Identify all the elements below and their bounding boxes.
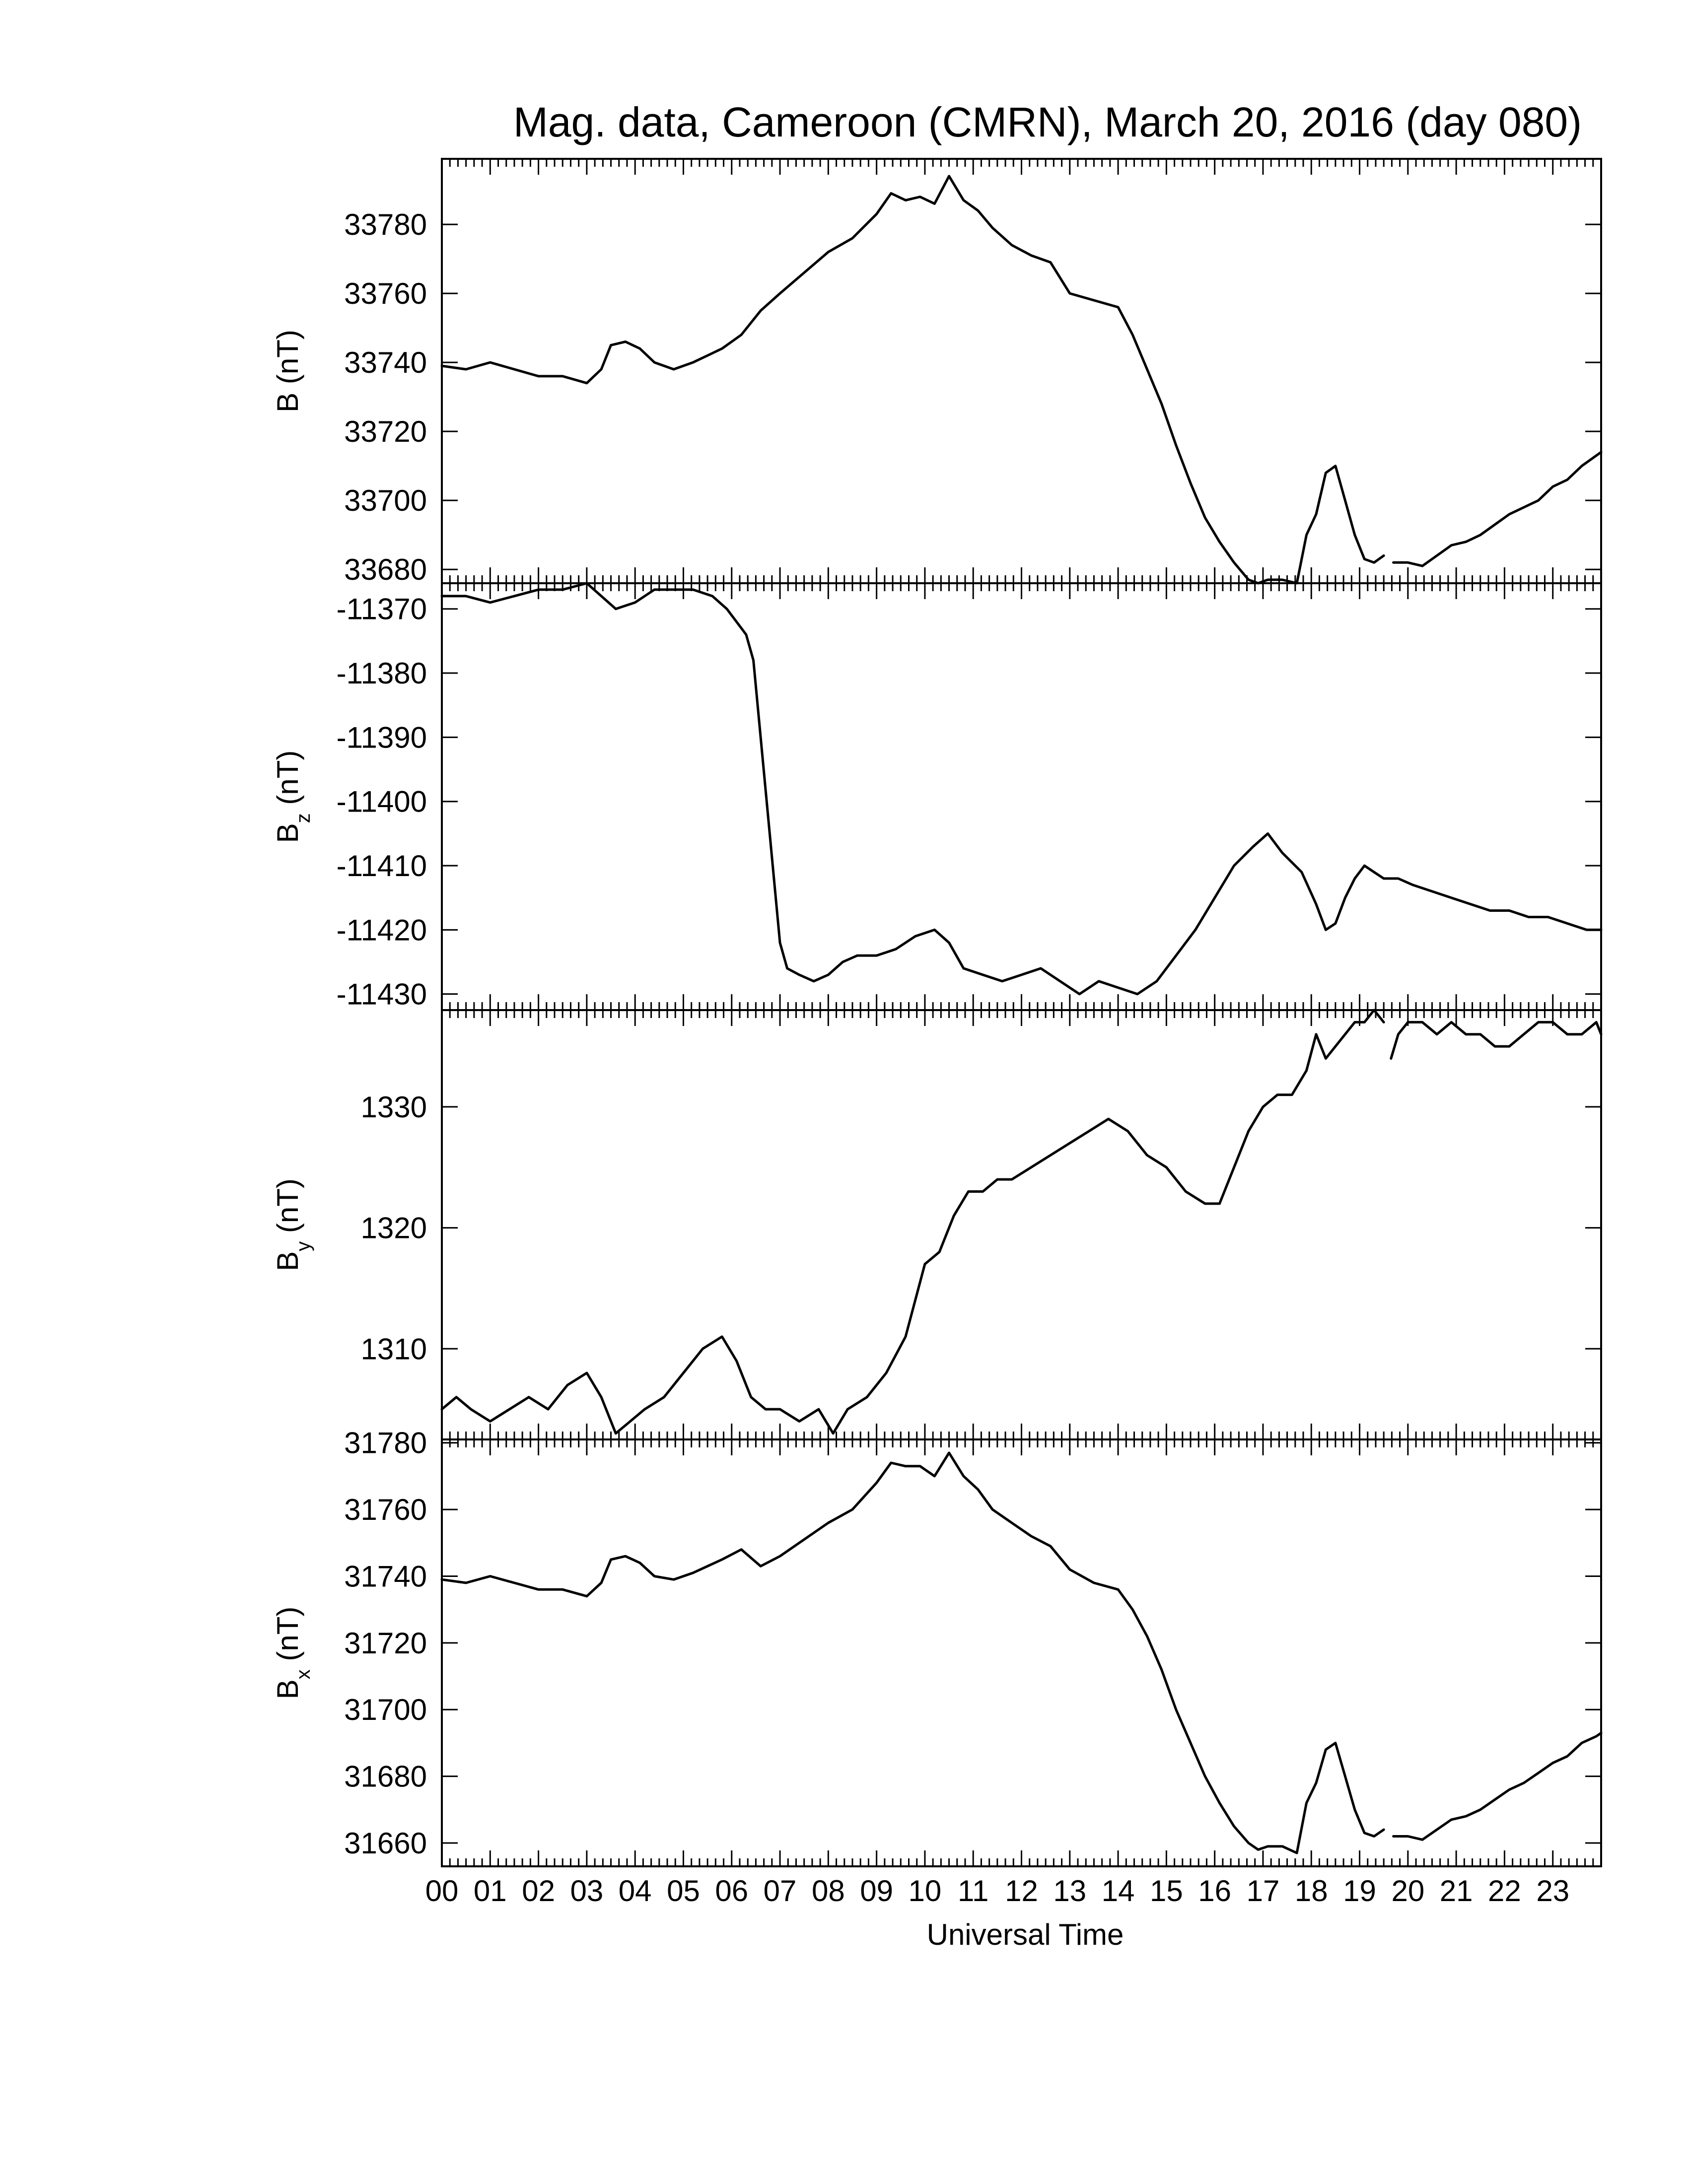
series-line-Bx-0 [440,1451,1385,1854]
x-tick-label: 02 [522,1874,555,1908]
panel-frame-Bx [441,1438,1602,1867]
x-tick-label: 22 [1488,1874,1521,1908]
y-tick-label: 33740 [344,346,427,379]
y-tick-label: 31780 [344,1427,427,1460]
y-axis-label-unit: (nT) [271,1607,304,1670]
y-tick-label: 33680 [344,553,427,586]
x-tick-label: 16 [1198,1874,1231,1908]
x-tick-label: 15 [1150,1874,1183,1908]
y-tick-label: -11390 [337,721,427,754]
y-tick-label: 1320 [361,1212,427,1245]
y-tick-label: 1310 [361,1332,427,1365]
y-tick-label: 33760 [344,277,427,310]
y-axis-label-subscript: x [292,1669,314,1679]
y-tick-label: 31660 [344,1827,427,1860]
x-tick-label: 18 [1295,1874,1328,1908]
y-axis-label-Bz: Bz (nT) [271,751,314,843]
y-axis-label-By: By (nT) [271,1178,314,1271]
y-axis-label-main: B [271,1251,304,1271]
y-tick-label: 31740 [344,1560,427,1593]
y-axis-label-subscript: z [292,813,314,823]
y-tick-label: 31680 [344,1760,427,1793]
y-tick-label: 31720 [344,1627,427,1660]
y-tick-label: -11370 [337,593,427,626]
x-tick-label: 05 [667,1874,700,1908]
x-tick-label: 04 [619,1874,652,1908]
y-tick-label: -11420 [337,913,427,947]
series-line-B-1 [1392,451,1603,567]
x-tick-label: 00 [425,1874,459,1908]
x-tick-label: 06 [715,1874,748,1908]
chart-title: Mag. data, Cameroon (CMRN), March 20, 20… [513,99,1582,145]
x-tick-label: 12 [1005,1874,1038,1908]
y-tick-label: -11400 [337,785,427,819]
y-tick-label: -11410 [337,849,427,883]
series-line-B-0 [440,175,1385,585]
x-tick-label: 20 [1391,1874,1424,1908]
y-axis-label-unit: (nT) [271,1178,304,1241]
y-tick-label: -11430 [337,978,427,1011]
x-tick-label: 07 [764,1874,797,1908]
y-axis-label-B: B (nT) [271,330,304,412]
y-axis-label-Bx: Bx (nT) [271,1607,314,1700]
y-tick-label: 31760 [344,1493,427,1526]
y-tick-label: -11380 [337,657,427,690]
y-tick-label: 33700 [344,484,427,517]
y-tick-label: 33780 [344,208,427,241]
series-line-By-0 [440,1009,1385,1435]
panel-frame-By [441,1009,1602,1440]
y-axis-label-unit: (nT) [271,330,304,393]
panel-Bz: -11370 -11380 -11390 -11400 -11410 -11420 -114… [271,582,1603,1011]
panel-frame-Bz [441,582,1602,1011]
y-axis-label-subscript: y [292,1241,314,1251]
x-tick-label: 14 [1102,1874,1135,1908]
panel-B: 33680 33700 33720 33740 33760 33780 B (nT) [271,158,1603,586]
series-line-By-1 [1390,1021,1603,1060]
x-tick-label: 13 [1053,1874,1086,1908]
x-tick-label: 19 [1343,1874,1376,1908]
panel-frame-B [441,158,1602,584]
x-tick-label: 11 [958,1874,988,1908]
y-tick-label: 33720 [344,415,427,448]
x-tick-label: 17 [1247,1874,1280,1908]
panel-Bx: 31660 31680 31700 31720 31740 31760 31780 Bx (n… [271,1427,1603,1867]
x-tick-label: 08 [812,1874,845,1908]
x-tick-label: 23 [1536,1874,1569,1908]
panel-By: 1310 1320 1330 By (nT) [271,1009,1603,1440]
y-axis-label-main: B [271,393,304,412]
y-tick-label: 1330 [361,1091,427,1124]
x-tick-label: 03 [570,1874,604,1908]
series-line-Bx-1 [1392,1731,1603,1841]
x-tick-label: 10 [909,1874,942,1908]
x-tick-label: 09 [860,1874,893,1908]
y-tick-label: 31700 [344,1693,427,1726]
series-line-Bz-0 [440,582,1603,996]
x-tick-labels: 00 01 02 03 04 05 06 07 08 09 10 11 12 13 14 15 16 17 18 19… [425,1874,1569,1908]
x-tick-label: 01 [474,1874,507,1908]
y-axis-label-unit: (nT) [271,751,304,814]
y-axis-label-main: B [271,1679,304,1699]
x-tick-label: 21 [1440,1874,1473,1908]
x-axis-label: Universal Time [927,1918,1124,1951]
y-axis-label-main: B [271,823,304,843]
